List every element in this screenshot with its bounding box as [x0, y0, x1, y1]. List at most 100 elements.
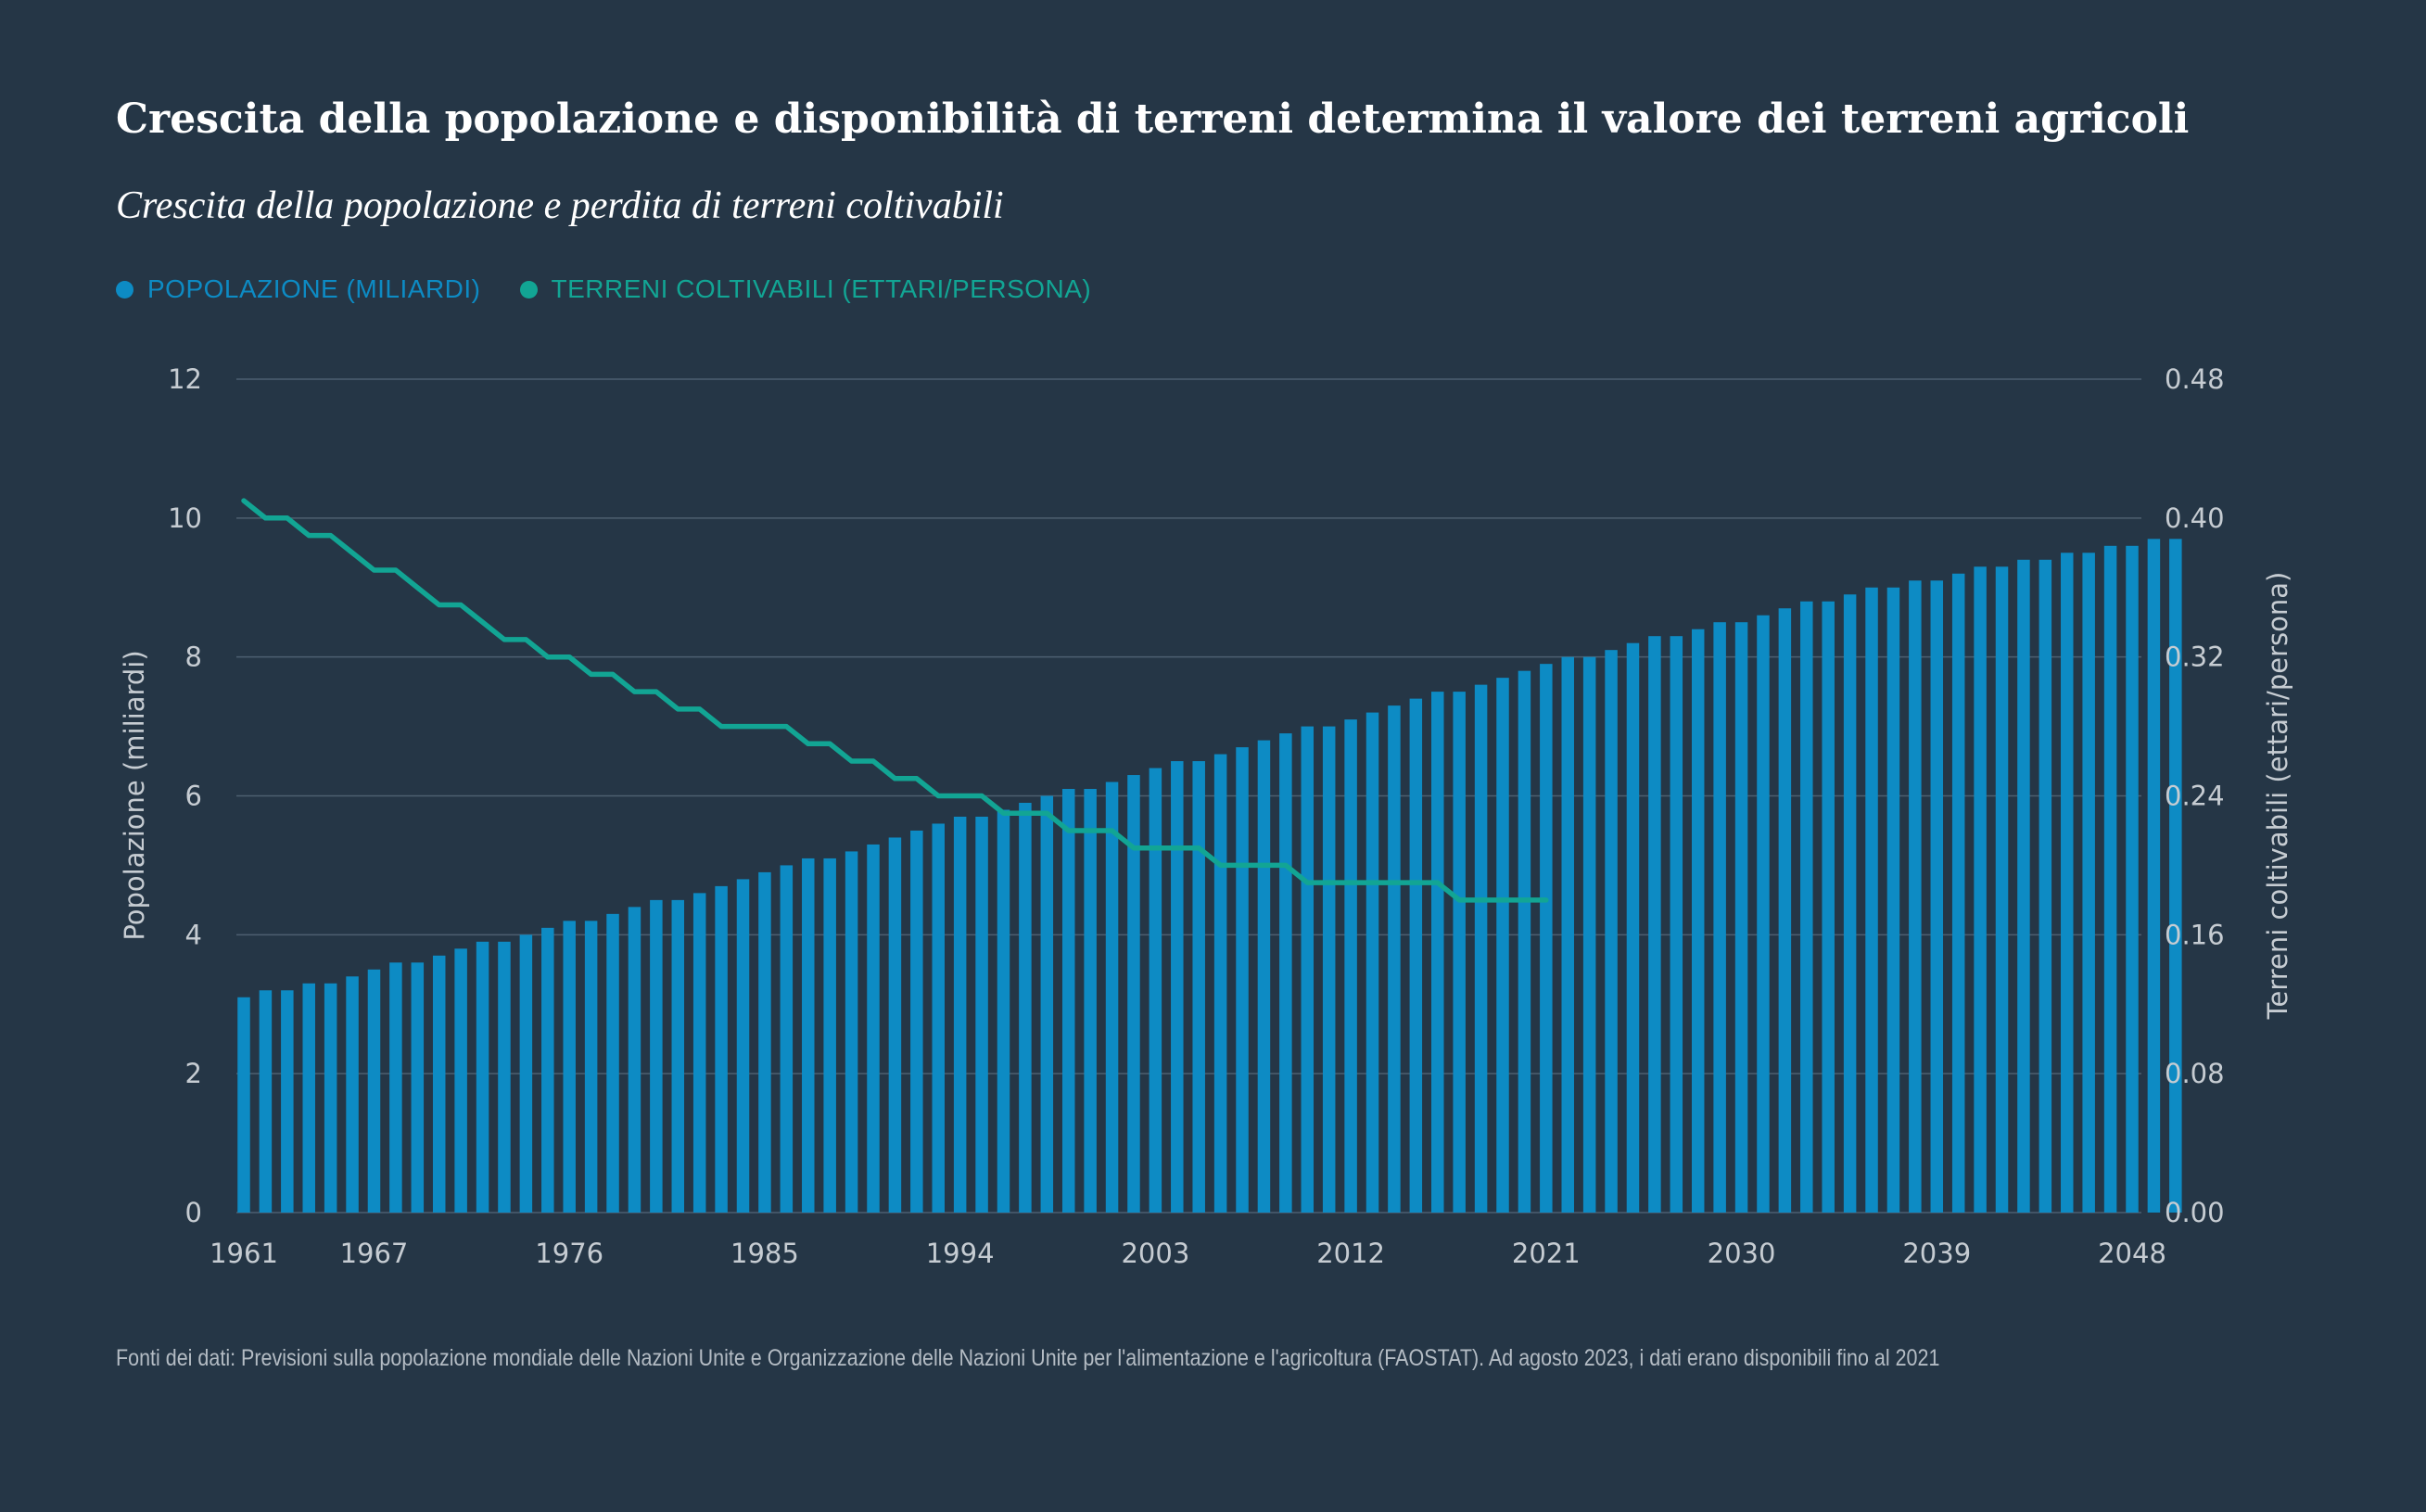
- population-bar: [454, 948, 467, 1213]
- population-bar: [736, 879, 750, 1213]
- population-bar: [802, 858, 815, 1213]
- right-tick-label: 0.48: [2165, 363, 2225, 395]
- legend-dot-population-icon: [116, 280, 133, 299]
- population-bar: [1019, 802, 1032, 1213]
- population-bar: [1040, 795, 1054, 1213]
- legend-dot-arable-land-icon: [519, 280, 538, 299]
- population-bar: [367, 969, 381, 1213]
- population-bar: [432, 955, 446, 1213]
- right-tick-label: 0.00: [2165, 1197, 2225, 1228]
- population-bar: [910, 830, 923, 1213]
- population-bar: [692, 893, 706, 1213]
- x-tick-label: 1967: [340, 1238, 409, 1269]
- population-bar: [1626, 642, 1640, 1213]
- population-bar: [1951, 573, 1965, 1213]
- population-bar: [1431, 692, 1444, 1213]
- population-bar: [628, 907, 641, 1213]
- population-bar: [758, 871, 771, 1213]
- population-bar: [780, 865, 794, 1213]
- population-bar: [932, 823, 945, 1213]
- population-bar: [389, 962, 402, 1213]
- right-tick-label: 0.24: [2165, 781, 2225, 812]
- legend-label-population: POPOLAZIONE (MILIARDI): [147, 274, 481, 303]
- population-bar: [1365, 712, 1379, 1213]
- right-axis-title: Terreni coltivabili (ettari/persona): [2262, 572, 2293, 1021]
- population-bar: [1518, 670, 1531, 1213]
- population-bar: [302, 983, 315, 1213]
- population-bar: [606, 913, 619, 1213]
- population-bar: [2039, 559, 2052, 1213]
- population-bar: [324, 983, 337, 1213]
- population-bar: [823, 858, 836, 1213]
- right-tick-label: 0.16: [2165, 919, 2225, 950]
- chart-title: Crescita della popolazione e disponibili…: [116, 95, 2190, 143]
- population-bar: [2082, 553, 2095, 1213]
- population-bar: [867, 844, 880, 1213]
- population-bar: [541, 927, 554, 1213]
- population-bar: [1061, 789, 1075, 1213]
- data-source-note: Fonti dei dati: Previsioni sulla popolaz…: [116, 1345, 1940, 1371]
- population-bar: [845, 851, 858, 1213]
- left-tick-label: 6: [185, 781, 202, 812]
- population-bar: [671, 899, 685, 1213]
- population-bar: [1084, 789, 1097, 1213]
- left-tick-label: 2: [185, 1058, 202, 1089]
- arable-land-line: [241, 498, 1549, 903]
- population-bar: [1236, 747, 1249, 1213]
- right-tick-label: 0.40: [2165, 502, 2225, 534]
- population-bar: [1496, 678, 1509, 1213]
- legend: POPOLAZIONE (MILIARDI) TERRENI COLTIVABI…: [116, 274, 1130, 304]
- population-bar: [2103, 545, 2117, 1213]
- legend-item-population: POPOLAZIONE (MILIARDI): [116, 274, 481, 304]
- population-bar: [650, 899, 663, 1213]
- population-bar: [563, 921, 576, 1213]
- population-bar: [1713, 622, 1726, 1213]
- population-bar: [1865, 587, 1878, 1213]
- x-tick-label: 1976: [535, 1238, 603, 1269]
- x-tick-label: 2012: [1316, 1238, 1385, 1269]
- population-bar: [1322, 726, 1336, 1213]
- legend-item-arable-land: TERRENI COLTIVABILI (ETTARI/PERSONA): [519, 274, 1092, 304]
- population-bar: [997, 809, 1010, 1213]
- population-bar: [1930, 580, 1944, 1213]
- population-bar: [411, 962, 425, 1213]
- x-axis: 1961 1967 1976 1985 1994 2003 2012 2021 2030 2039…: [210, 1238, 2166, 1269]
- population-bar: [1344, 719, 1357, 1213]
- population-bar: [953, 816, 967, 1213]
- population-bar: [584, 921, 598, 1213]
- population-bar: [237, 997, 250, 1213]
- population-bar: [1540, 664, 1553, 1213]
- population-bar: [1192, 761, 1205, 1213]
- population-bar: [1453, 692, 1466, 1213]
- population-bar: [281, 990, 294, 1213]
- left-tick-label: 0: [185, 1197, 202, 1228]
- population-bars: [237, 539, 2182, 1213]
- population-bar: [1974, 566, 1987, 1213]
- population-bar: [346, 976, 359, 1213]
- population-bar: [1909, 580, 1922, 1213]
- x-tick-label: 1961: [210, 1238, 278, 1269]
- population-bar: [1843, 594, 1857, 1213]
- left-tick-label: 4: [185, 919, 202, 950]
- left-tick-label: 10: [168, 502, 202, 534]
- x-tick-label: 2030: [1708, 1238, 1776, 1269]
- population-bar: [1670, 636, 1683, 1213]
- population-bar: [2147, 539, 2161, 1213]
- population-bar: [476, 941, 489, 1213]
- population-bar: [975, 816, 988, 1213]
- legend-label-arable-land: TERRENI COLTIVABILI (ETTARI/PERSONA): [551, 274, 1092, 303]
- population-bar: [1105, 781, 1119, 1213]
- population-bar: [1561, 656, 1574, 1213]
- left-axis-title: Popolazione (miliardi): [119, 650, 150, 940]
- population-bar: [1691, 629, 1705, 1213]
- population-bar: [519, 934, 533, 1213]
- population-bar: [1800, 601, 1813, 1213]
- population-bar: [1648, 636, 1661, 1213]
- right-tick-label: 0.08: [2165, 1058, 2225, 1089]
- population-bar: [2169, 539, 2182, 1213]
- population-bar: [1822, 601, 1835, 1213]
- population-bar: [1388, 705, 1401, 1213]
- population-bar: [1582, 656, 1596, 1213]
- population-bar: [498, 941, 511, 1213]
- population-bar: [1127, 775, 1140, 1213]
